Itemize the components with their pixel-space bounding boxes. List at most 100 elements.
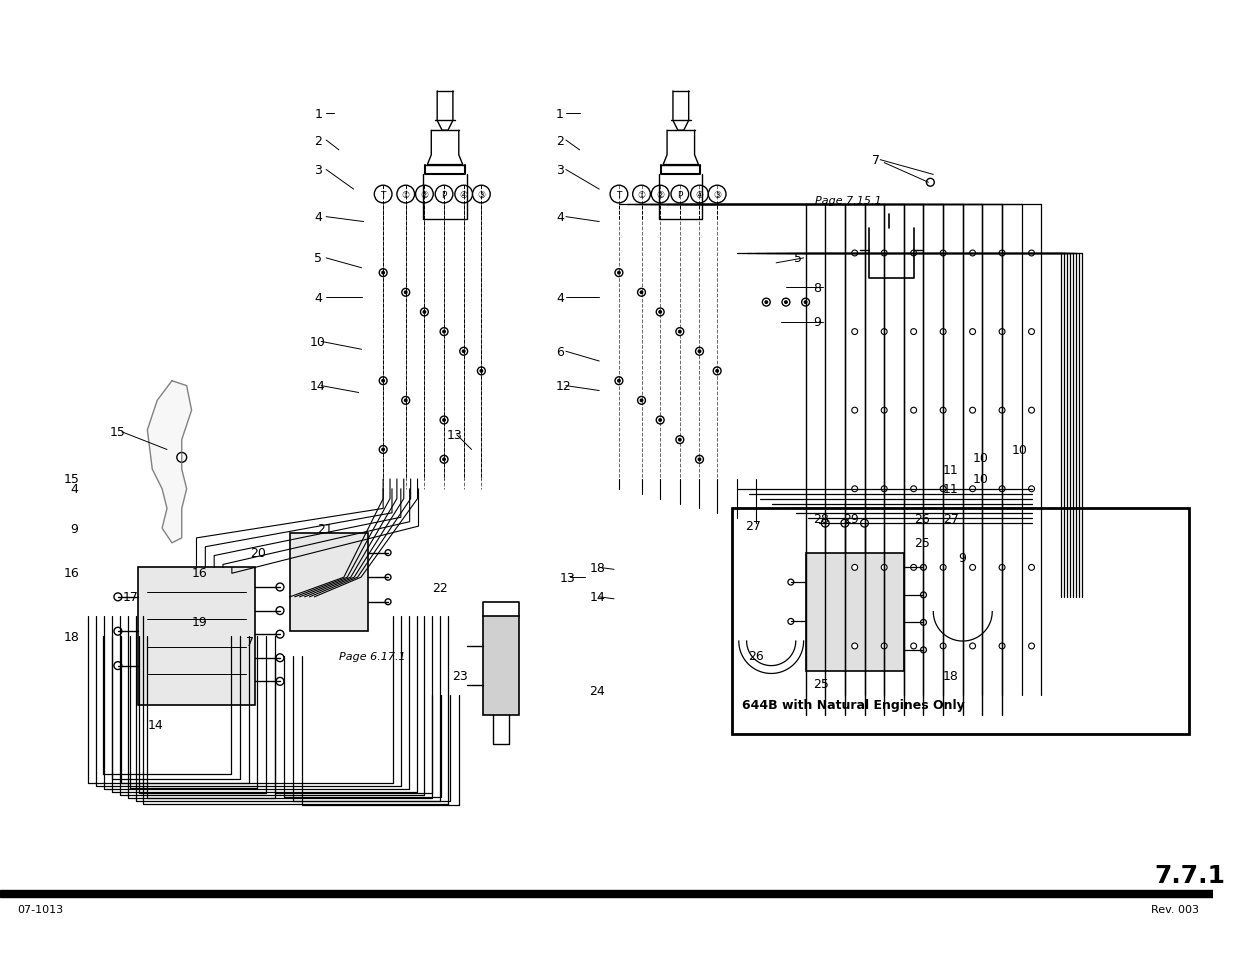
Circle shape	[640, 291, 643, 294]
Circle shape	[442, 457, 446, 462]
Circle shape	[715, 370, 719, 374]
Text: 4: 4	[556, 211, 564, 224]
Text: 17: 17	[122, 591, 138, 603]
Text: ①: ①	[637, 191, 646, 199]
Circle shape	[969, 486, 976, 492]
Circle shape	[762, 299, 771, 307]
Circle shape	[401, 397, 410, 405]
Circle shape	[435, 186, 453, 204]
Circle shape	[415, 186, 433, 204]
Circle shape	[882, 251, 887, 256]
Text: 2: 2	[315, 134, 322, 148]
Text: 5: 5	[315, 253, 322, 265]
Circle shape	[114, 662, 122, 670]
Circle shape	[1029, 643, 1035, 649]
Circle shape	[678, 438, 682, 442]
Text: 16: 16	[64, 566, 79, 579]
Text: Page 6.17.1: Page 6.17.1	[338, 651, 405, 661]
Circle shape	[379, 377, 387, 385]
Text: 644B with Natural Engines Only: 644B with Natural Engines Only	[742, 699, 965, 712]
Text: 27: 27	[745, 519, 761, 532]
Circle shape	[1029, 565, 1035, 571]
Circle shape	[910, 251, 916, 256]
Text: 1: 1	[556, 108, 564, 121]
Text: 2: 2	[556, 134, 564, 148]
Bar	[290, 534, 368, 632]
Circle shape	[821, 519, 829, 528]
Text: T: T	[380, 191, 385, 199]
Text: 14: 14	[310, 379, 325, 393]
Circle shape	[678, 331, 682, 335]
Text: 7.7.1: 7.7.1	[1155, 863, 1225, 887]
Text: 26: 26	[914, 512, 930, 525]
Bar	[483, 617, 519, 715]
Circle shape	[882, 330, 887, 335]
Circle shape	[999, 330, 1005, 335]
Circle shape	[940, 408, 946, 414]
Circle shape	[385, 575, 391, 580]
Circle shape	[764, 301, 768, 305]
Circle shape	[440, 329, 448, 336]
Text: Rev. 003: Rev. 003	[1151, 904, 1198, 914]
Circle shape	[920, 619, 926, 626]
Text: P: P	[677, 191, 683, 199]
Circle shape	[277, 607, 284, 615]
Circle shape	[999, 408, 1005, 414]
Text: 18: 18	[589, 561, 605, 575]
Circle shape	[926, 179, 935, 187]
Circle shape	[882, 565, 887, 571]
Text: 20: 20	[251, 547, 267, 559]
Circle shape	[999, 486, 1005, 492]
Circle shape	[882, 408, 887, 414]
Circle shape	[473, 186, 490, 204]
Circle shape	[442, 418, 446, 422]
Circle shape	[1029, 486, 1035, 492]
Circle shape	[852, 408, 857, 414]
Circle shape	[114, 594, 122, 601]
Circle shape	[920, 565, 926, 571]
Circle shape	[442, 331, 446, 335]
Circle shape	[615, 270, 622, 277]
Text: 7: 7	[872, 154, 881, 167]
Circle shape	[698, 457, 701, 462]
Text: 24: 24	[589, 684, 605, 697]
Circle shape	[969, 330, 976, 335]
Circle shape	[999, 251, 1005, 256]
Text: 15: 15	[64, 473, 80, 486]
Circle shape	[382, 272, 385, 275]
Circle shape	[382, 379, 385, 383]
Circle shape	[379, 446, 387, 454]
Circle shape	[656, 309, 664, 316]
Circle shape	[804, 301, 808, 305]
Circle shape	[999, 565, 1005, 571]
Text: 21: 21	[317, 522, 333, 535]
Circle shape	[479, 370, 483, 374]
Text: 3: 3	[315, 164, 322, 177]
Text: 13: 13	[447, 429, 463, 442]
Circle shape	[882, 643, 887, 649]
Circle shape	[114, 628, 122, 636]
Polygon shape	[147, 381, 191, 543]
Circle shape	[1029, 330, 1035, 335]
Circle shape	[676, 436, 684, 444]
Text: 29: 29	[844, 512, 858, 525]
Circle shape	[277, 678, 284, 685]
Text: 19: 19	[191, 616, 207, 628]
Circle shape	[690, 186, 709, 204]
Circle shape	[784, 301, 788, 305]
Text: ④: ④	[695, 191, 704, 199]
Bar	[137, 568, 256, 705]
Circle shape	[640, 399, 643, 403]
Circle shape	[374, 186, 391, 204]
Circle shape	[632, 186, 651, 204]
Text: 15: 15	[110, 426, 126, 438]
Circle shape	[651, 186, 669, 204]
Text: ②: ②	[420, 191, 429, 199]
Circle shape	[382, 448, 385, 452]
Circle shape	[782, 299, 790, 307]
Text: 10: 10	[310, 335, 325, 349]
Text: 8: 8	[814, 281, 821, 294]
Circle shape	[969, 643, 976, 649]
Circle shape	[861, 519, 868, 528]
Circle shape	[714, 368, 721, 375]
